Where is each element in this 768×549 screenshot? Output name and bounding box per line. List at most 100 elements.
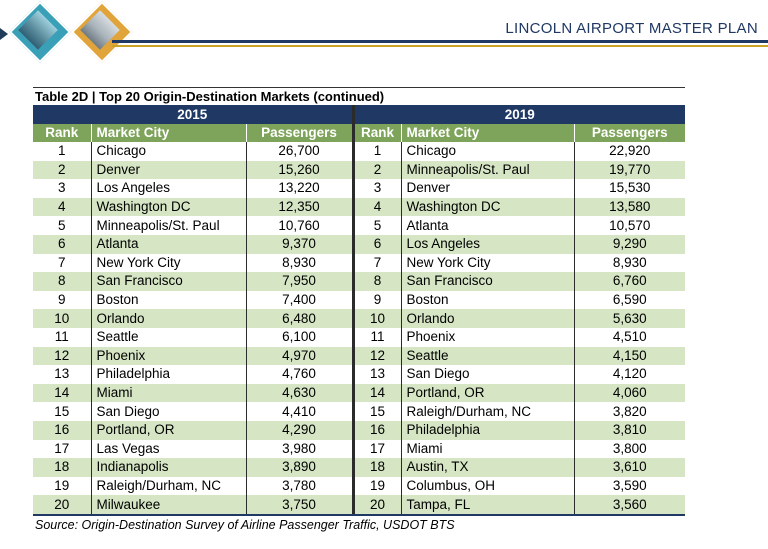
passengers-2019-cell: 22,920 [573,142,685,161]
passengers-2019-cell: 3,820 [573,402,685,421]
rank-2015-cell: 19 [33,476,91,496]
rank-2019-cell: 17 [351,439,401,459]
table-row: 13 Philadelphia 4,760 13 San Diego 4,120 [33,365,685,384]
passengers-2019-cell: 4,510 [573,327,685,347]
page-header: LINCOLN AIRPORT MASTER PLAN [0,0,768,64]
table-row: 7 New York City 8,930 7 New York City 8,930 [33,253,685,273]
rank-2019-cell: 1 [351,142,401,161]
rank-2015-cell: 18 [33,458,91,477]
city-2019-cell: Chicago [400,142,574,161]
city-2019-cell: New York City [400,253,574,273]
rank-2019-cell: 20 [351,495,401,514]
table-row: 15 San Diego 4,410 15 Raleigh/Durham, NC 3,82… [33,402,685,421]
passengers-2019-cell: 3,610 [573,458,685,477]
rank-2015-cell: 6 [33,234,91,254]
rank-2019-cell: 16 [351,420,401,440]
table-row: 6 Atlanta 9,370 6 Los Angeles 9,290 [33,234,685,254]
rank-2015-cell: 2 [33,160,91,180]
col-city-2019: Market City [400,124,574,142]
passengers-2015-cell: 4,630 [245,383,353,403]
table-row: 9 Boston 7,400 9 Boston 6,590 [33,290,685,310]
passengers-2019-cell: 3,810 [573,420,685,440]
city-2019-cell: Tampa, FL [400,495,574,514]
table-row: 11 Seattle 6,100 11 Phoenix 4,510 [33,327,685,347]
rank-2015-cell: 4 [33,197,91,217]
city-2015-cell: Boston [90,290,246,310]
rank-2019-cell: 13 [351,365,401,384]
rank-2015-cell: 16 [33,420,91,440]
passengers-2019-cell: 3,800 [573,439,685,459]
passengers-2015-cell: 6,480 [245,309,353,328]
passengers-2015-cell: 15,260 [245,160,353,180]
rank-2015-cell: 10 [33,309,91,328]
city-2015-cell: Las Vegas [90,439,246,459]
city-2015-cell: Denver [90,160,246,180]
rank-2019-cell: 11 [351,327,401,347]
col-rank-2015: Rank [33,124,91,142]
rank-2015-cell: 8 [33,272,91,291]
table-row: 3 Los Angeles 13,220 3 Denver 15,530 [33,179,685,198]
city-2015-cell: New York City [90,253,246,273]
rank-2019-cell: 18 [351,458,401,477]
table-row: 4 Washington DC 12,350 4 Washington DC 13,580 [33,197,685,217]
table-row: 19 Raleigh/Durham, NC 3,780 19 Columbus, OH 3… [33,476,685,496]
table-row: 20 Milwaukee 3,750 20 Tampa, FL 3,560 [33,495,685,514]
passengers-2019-cell: 3,590 [573,476,685,496]
passengers-2015-cell: 4,290 [245,420,353,440]
col-city-2015: Market City [90,124,246,142]
city-2015-cell: San Francisco [90,272,246,291]
passengers-2019-cell: 8,930 [573,253,685,273]
passengers-2015-cell: 3,750 [245,495,353,514]
city-2015-cell: Minneapolis/St. Paul [90,216,246,235]
city-2015-cell: Milwaukee [90,495,246,514]
city-2019-cell: Austin, TX [400,458,574,477]
passengers-2015-cell: 3,890 [245,458,353,477]
passengers-2019-cell: 6,590 [573,290,685,310]
passengers-2019-cell: 9,290 [573,234,685,254]
rank-2015-cell: 17 [33,439,91,459]
year-header-2019: 2019 [351,105,685,124]
rank-2019-cell: 12 [351,346,401,366]
passengers-2015-cell: 4,410 [245,402,353,421]
city-2019-cell: San Diego [400,365,574,384]
rank-2019-cell: 3 [351,179,401,198]
city-2019-cell: Philadelphia [400,420,574,440]
city-2019-cell: Phoenix [400,327,574,347]
passengers-2015-cell: 10,760 [245,216,353,235]
od-markets-table: 2015 2019 Rank Market City Passengers Ra… [33,105,685,514]
rank-2015-cell: 13 [33,365,91,384]
rank-2019-cell: 9 [351,290,401,310]
table-row: 17 Las Vegas 3,980 17 Miami 3,800 [33,439,685,459]
rank-2019-cell: 7 [351,253,401,273]
table-row: 18 Indianapolis 3,890 18 Austin, TX 3,610 [33,458,685,477]
city-2015-cell: Portland, OR [90,420,246,440]
passengers-2019-cell: 4,120 [573,365,685,384]
source-note: Source: Origin-Destination Survey of Air… [33,513,685,534]
passengers-2019-cell: 5,630 [573,309,685,328]
passengers-2015-cell: 6,100 [245,327,353,347]
passengers-2019-cell: 19,770 [573,160,685,180]
passengers-2015-cell: 26,700 [245,142,353,161]
rank-2019-cell: 6 [351,234,401,254]
col-rank-2019: Rank [351,124,401,142]
city-2015-cell: Indianapolis [90,458,246,477]
city-2019-cell: Washington DC [400,197,574,217]
city-2019-cell: Portland, OR [400,383,574,403]
od-markets-table-block: Table 2D | Top 20 Origin-Destination Mar… [33,87,685,534]
rank-2015-cell: 5 [33,216,91,235]
city-2015-cell: Seattle [90,327,246,347]
city-2015-cell: Washington DC [90,197,246,217]
rank-2019-cell: 8 [351,272,401,291]
city-2015-cell: Raleigh/Durham, NC [90,476,246,496]
city-2015-cell: Miami [90,383,246,403]
city-2015-cell: Phoenix [90,346,246,366]
city-2015-cell: San Diego [90,402,246,421]
passengers-2019-cell: 13,580 [573,197,685,217]
passengers-2015-cell: 9,370 [245,234,353,254]
table-row: 2 Denver 15,260 2 Minneapolis/St. Paul 19,770 [33,160,685,180]
rank-2015-cell: 9 [33,290,91,310]
terminal-photo-logo [8,0,72,64]
city-2019-cell: Denver [400,179,574,198]
city-2015-cell: Philadelphia [90,365,246,384]
table-row: 10 Orlando 6,480 10 Orlando 5,630 [33,309,685,328]
